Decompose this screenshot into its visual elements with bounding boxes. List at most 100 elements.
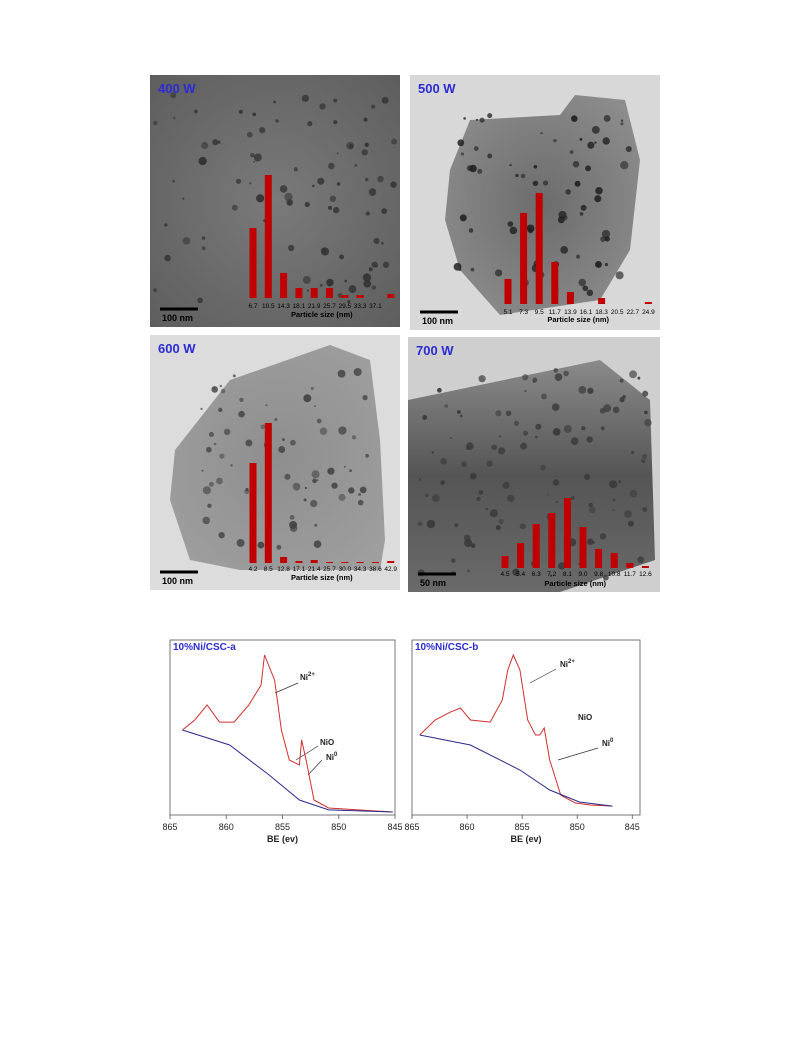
x-tick-label: 5.4 (516, 571, 525, 578)
tem-nanoparticle (629, 489, 638, 498)
tem-nanoparticle (256, 194, 265, 203)
spectrum-curve (182, 729, 393, 813)
tem-nanoparticle (327, 467, 335, 475)
peak-annotation-sup: 0 (610, 738, 614, 744)
spectrum-curve (419, 734, 613, 807)
tem-nanoparticle (619, 378, 624, 383)
histogram-bar (387, 561, 395, 563)
tem-nanoparticle (586, 436, 593, 443)
x-tick-label: 4.2 (248, 566, 257, 573)
tem-nanoparticle (475, 118, 478, 121)
tem-nanoparticle (310, 499, 318, 508)
tem-nanoparticle (620, 161, 629, 170)
tem-image (150, 75, 400, 327)
tem-nanoparticle (569, 150, 574, 154)
tem-nanoparticle (431, 451, 434, 454)
tem-nanoparticle (473, 146, 479, 151)
tem-nanoparticle (591, 125, 600, 134)
tem-nanoparticle (245, 487, 249, 492)
tem-nanoparticle (339, 254, 344, 260)
x-tick-label: 11.7 (549, 309, 562, 316)
tem-nanoparticle (276, 544, 282, 550)
tem-nanoparticle (417, 521, 423, 527)
histogram-bar (249, 228, 257, 298)
tem-nanoparticle (371, 261, 378, 268)
tem-nanoparticle (627, 520, 635, 527)
scale-bar-label: 100 nm (162, 576, 193, 586)
scale-bar-label: 50 nm (420, 578, 446, 588)
tem-nanoparticle (326, 278, 334, 287)
x-axis-label: Particle size (nm) (291, 310, 353, 319)
tem-nanoparticle (620, 122, 624, 126)
tem-nanoparticle (512, 568, 520, 576)
tem-nanoparticle (232, 374, 236, 378)
x-axis-label: Particle size (nm) (547, 315, 609, 324)
scale-bar-label: 100 nm (162, 313, 193, 323)
tem-nanoparticle (290, 439, 296, 446)
tem-nanoparticle (313, 405, 316, 408)
scale-bar-label: 100 nm (422, 316, 453, 326)
tem-nanoparticle (349, 469, 353, 473)
x-tick-label: 22.7 (626, 309, 639, 316)
x-tick-label: 18.3 (595, 309, 608, 316)
tem-nanoparticle (265, 404, 268, 407)
tem-nanoparticle (584, 473, 591, 480)
tem-nanoparticle (487, 113, 493, 119)
tem-nanoparticle (231, 204, 238, 211)
tem-nanoparticle (457, 410, 461, 414)
tem-nanoparticle (615, 271, 624, 280)
tem-nanoparticle (418, 478, 422, 481)
x-tick-label: 9.8 (594, 571, 603, 578)
histogram-bar (249, 463, 257, 563)
x-tick-label: 8.1 (563, 571, 572, 578)
peak-annotation: Ni0 (326, 752, 338, 762)
tem-nanoparticle (319, 427, 328, 435)
x-tick-label: 38.6 (369, 566, 382, 573)
x-tick-label: 12.6 (639, 571, 652, 578)
tem-nanoparticle (476, 496, 481, 501)
tem-nanoparticle (346, 141, 354, 150)
tem-nanoparticle (200, 407, 203, 410)
tem-nanoparticle (359, 486, 367, 494)
tem-nanoparticle (230, 464, 233, 467)
histogram-bar (295, 288, 303, 298)
tem-nanoparticle (612, 509, 615, 512)
peak-annotation-text: Ni (326, 753, 334, 762)
peak-annotation: Ni0 (602, 738, 614, 748)
tem-nanoparticle (301, 94, 309, 102)
tem-nanoparticle (293, 167, 298, 172)
tem-nanoparticle (172, 179, 176, 183)
tem-nanoparticle (253, 160, 256, 163)
tem-nanoparticle (603, 404, 612, 413)
tem-nanoparticle (563, 370, 569, 377)
peak-annotation-text: NiO (320, 738, 334, 747)
tem-nanoparticle (344, 279, 348, 283)
tem-nanoparticle (426, 519, 436, 529)
tem-nanoparticle (495, 525, 501, 531)
x-tick-label: 7.2 (547, 571, 556, 578)
tem-nanoparticle (319, 283, 323, 287)
histogram-bar (548, 513, 556, 568)
x-tick-label: 37.1 (369, 303, 382, 310)
tem-nanoparticle (502, 481, 510, 489)
tem-nanoparticle (450, 558, 456, 563)
tem-nanoparticle (239, 397, 244, 402)
tem-nanoparticle (364, 177, 369, 182)
tem-nanoparticle (553, 139, 557, 143)
tem-nanoparticle (422, 414, 428, 420)
tem-nanoparticle (364, 142, 369, 148)
tem-nanoparticle (219, 453, 225, 459)
tem-nanoparticle (362, 394, 368, 401)
tem-nanoparticle (570, 437, 579, 445)
tem-nanoparticle (348, 285, 357, 293)
tem-nanoparticle (574, 180, 581, 187)
tem-nanoparticle (238, 410, 245, 418)
tem-nanoparticle (487, 153, 493, 159)
peak-annotation: NiO (578, 713, 592, 722)
tem-nanoparticle (380, 241, 384, 245)
x-tick-label: 8.5 (264, 566, 273, 573)
histogram-bar (264, 175, 272, 298)
tem-nanoparticle (201, 141, 209, 150)
tem-nanoparticle (377, 175, 384, 183)
